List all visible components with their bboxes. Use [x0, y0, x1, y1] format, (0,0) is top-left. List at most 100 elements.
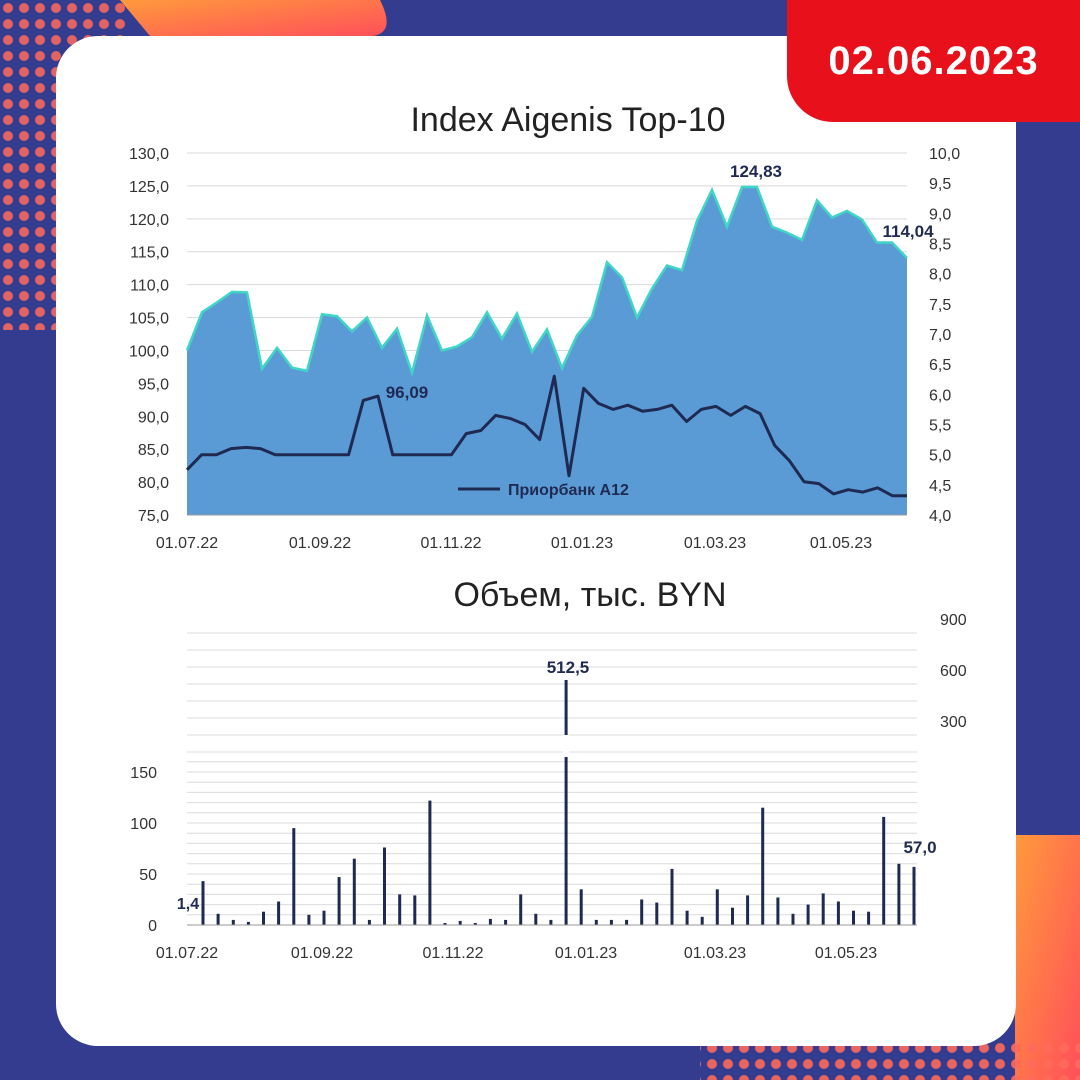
volume-bar	[201, 881, 205, 925]
date-badge: 02.06.2023	[787, 0, 1080, 122]
y-left-tick-label: 115,0	[130, 245, 169, 262]
legend-label: Приорбанк А12	[508, 482, 629, 499]
y-left-tick-label: 0	[148, 918, 157, 935]
volume-bar	[367, 919, 371, 925]
y-left-tick-label: 75,0	[138, 508, 169, 525]
y-right-tick-label: 8,0	[929, 267, 951, 284]
y-left-tick-label: 95,0	[138, 376, 169, 393]
volume-bar	[458, 920, 462, 925]
volume-bar	[897, 863, 901, 925]
y-right-tick-label: 300	[940, 714, 967, 731]
y-right-tick-label: 5,0	[929, 448, 951, 465]
y-left-tick-label: 85,0	[138, 442, 169, 459]
volume-bar	[791, 913, 795, 925]
volume-bar	[746, 895, 750, 925]
y-right-tick-label: 900	[940, 612, 967, 629]
annotation-peak: 124,83	[730, 162, 782, 181]
volume-bar	[549, 919, 553, 925]
volume-bar	[277, 901, 281, 925]
volume-bar	[852, 910, 855, 925]
volume-bar	[534, 913, 538, 925]
x-tick-label: 01.03.23	[684, 535, 746, 552]
volume-bar	[564, 680, 568, 925]
x-tick-label: 01.09.22	[289, 535, 351, 552]
volume-bar	[640, 899, 644, 925]
y-left-tick-label: 130,0	[129, 146, 169, 163]
volume-bar	[262, 911, 265, 925]
volume-bar	[443, 923, 447, 925]
date-label: 02.06.2023	[828, 38, 1039, 83]
volume-bar	[700, 916, 704, 925]
x-tick-label: 01.05.23	[815, 945, 877, 962]
volume-bar	[912, 866, 916, 925]
y-right-tick-label: 4,0	[929, 508, 951, 525]
volume-bar	[307, 914, 311, 925]
volume-bar	[655, 902, 659, 925]
volume-bar	[806, 904, 810, 925]
axis-break-mark	[563, 735, 570, 757]
y-left-tick-label: 90,0	[138, 409, 169, 426]
y-left-tick-label: 150	[130, 765, 157, 782]
volume-bar	[246, 921, 250, 925]
volume-bar	[428, 800, 432, 925]
volume-bar	[670, 868, 674, 925]
x-tick-label: 01.01.23	[555, 945, 617, 962]
volume-bar	[836, 901, 840, 925]
chart-title: Index Aigenis Top-10	[410, 101, 725, 139]
index-chart: Index Aigenis Top-10 75,0 80,0 85,0 90,0 95,…	[129, 101, 960, 552]
y-right-tick-label: 6,5	[929, 357, 951, 374]
index-area	[187, 187, 907, 515]
volume-bar	[519, 894, 523, 925]
y-right-tick-label: 7,0	[929, 327, 951, 344]
y-left-tick-label: 50	[139, 867, 157, 884]
volume-bar	[504, 919, 508, 925]
x-tick-label: 01.11.22	[422, 945, 483, 962]
y-left-tick-label: 110,0	[130, 278, 169, 295]
y-right-tick-label: 7,5	[929, 297, 951, 314]
volume-bar	[579, 889, 583, 925]
x-tick-label: 01.07.22	[156, 535, 218, 552]
volume-bar	[761, 807, 765, 925]
index-area-edge	[185, 185, 908, 378]
volume-bar	[625, 919, 629, 925]
y-right-tick-label: 5,5	[929, 418, 951, 435]
volume-bar	[322, 910, 326, 925]
x-tick-label: 01.09.22	[291, 945, 353, 962]
annotation-last: 114,04	[882, 222, 934, 241]
volume-bar	[398, 894, 402, 925]
volume-bar	[216, 913, 220, 925]
volume-bar	[715, 889, 719, 925]
volume-bar	[488, 918, 492, 925]
x-tick-label: 01.07.22	[156, 945, 218, 962]
y-right-tick-label: 4,5	[929, 478, 951, 495]
y-right-tick-label: 9,0	[929, 206, 951, 223]
y-left-tick-label: 80,0	[138, 475, 169, 492]
volume-bar	[292, 828, 296, 925]
x-tick-label: 01.11.22	[420, 535, 481, 552]
volume-bar	[821, 893, 825, 925]
volume-bar	[337, 877, 341, 925]
y-left-tick-label: 105,0	[129, 311, 169, 328]
y-left-tick-label: 125,0	[129, 179, 169, 196]
content-card	[56, 36, 1016, 1046]
volume-bar	[685, 910, 689, 925]
y-left-tick-label: 120,0	[129, 212, 169, 229]
x-tick-label: 01.05.23	[810, 535, 872, 552]
volume-bar	[383, 847, 386, 925]
y-right-tick-label: 6,0	[929, 387, 951, 404]
volume-bar	[609, 919, 613, 925]
x-tick-label: 01.01.23	[551, 535, 613, 552]
prior-a12-line	[185, 374, 907, 498]
annotation-line-peak: 96,09	[386, 383, 429, 402]
volume-bar	[594, 919, 598, 925]
volume-bar	[352, 858, 356, 925]
y-right-tick-label: 600	[940, 663, 967, 680]
volume-bar	[867, 911, 871, 925]
y-right-tick-label: 9,5	[929, 176, 951, 193]
volume-bar	[473, 923, 477, 925]
x-tick-label: 01.03.23	[684, 945, 746, 962]
chart-title: Объем, тыс. BYN	[453, 576, 726, 614]
volume-bar	[882, 816, 886, 925]
annotation-max-bar: 512,5	[547, 658, 590, 677]
